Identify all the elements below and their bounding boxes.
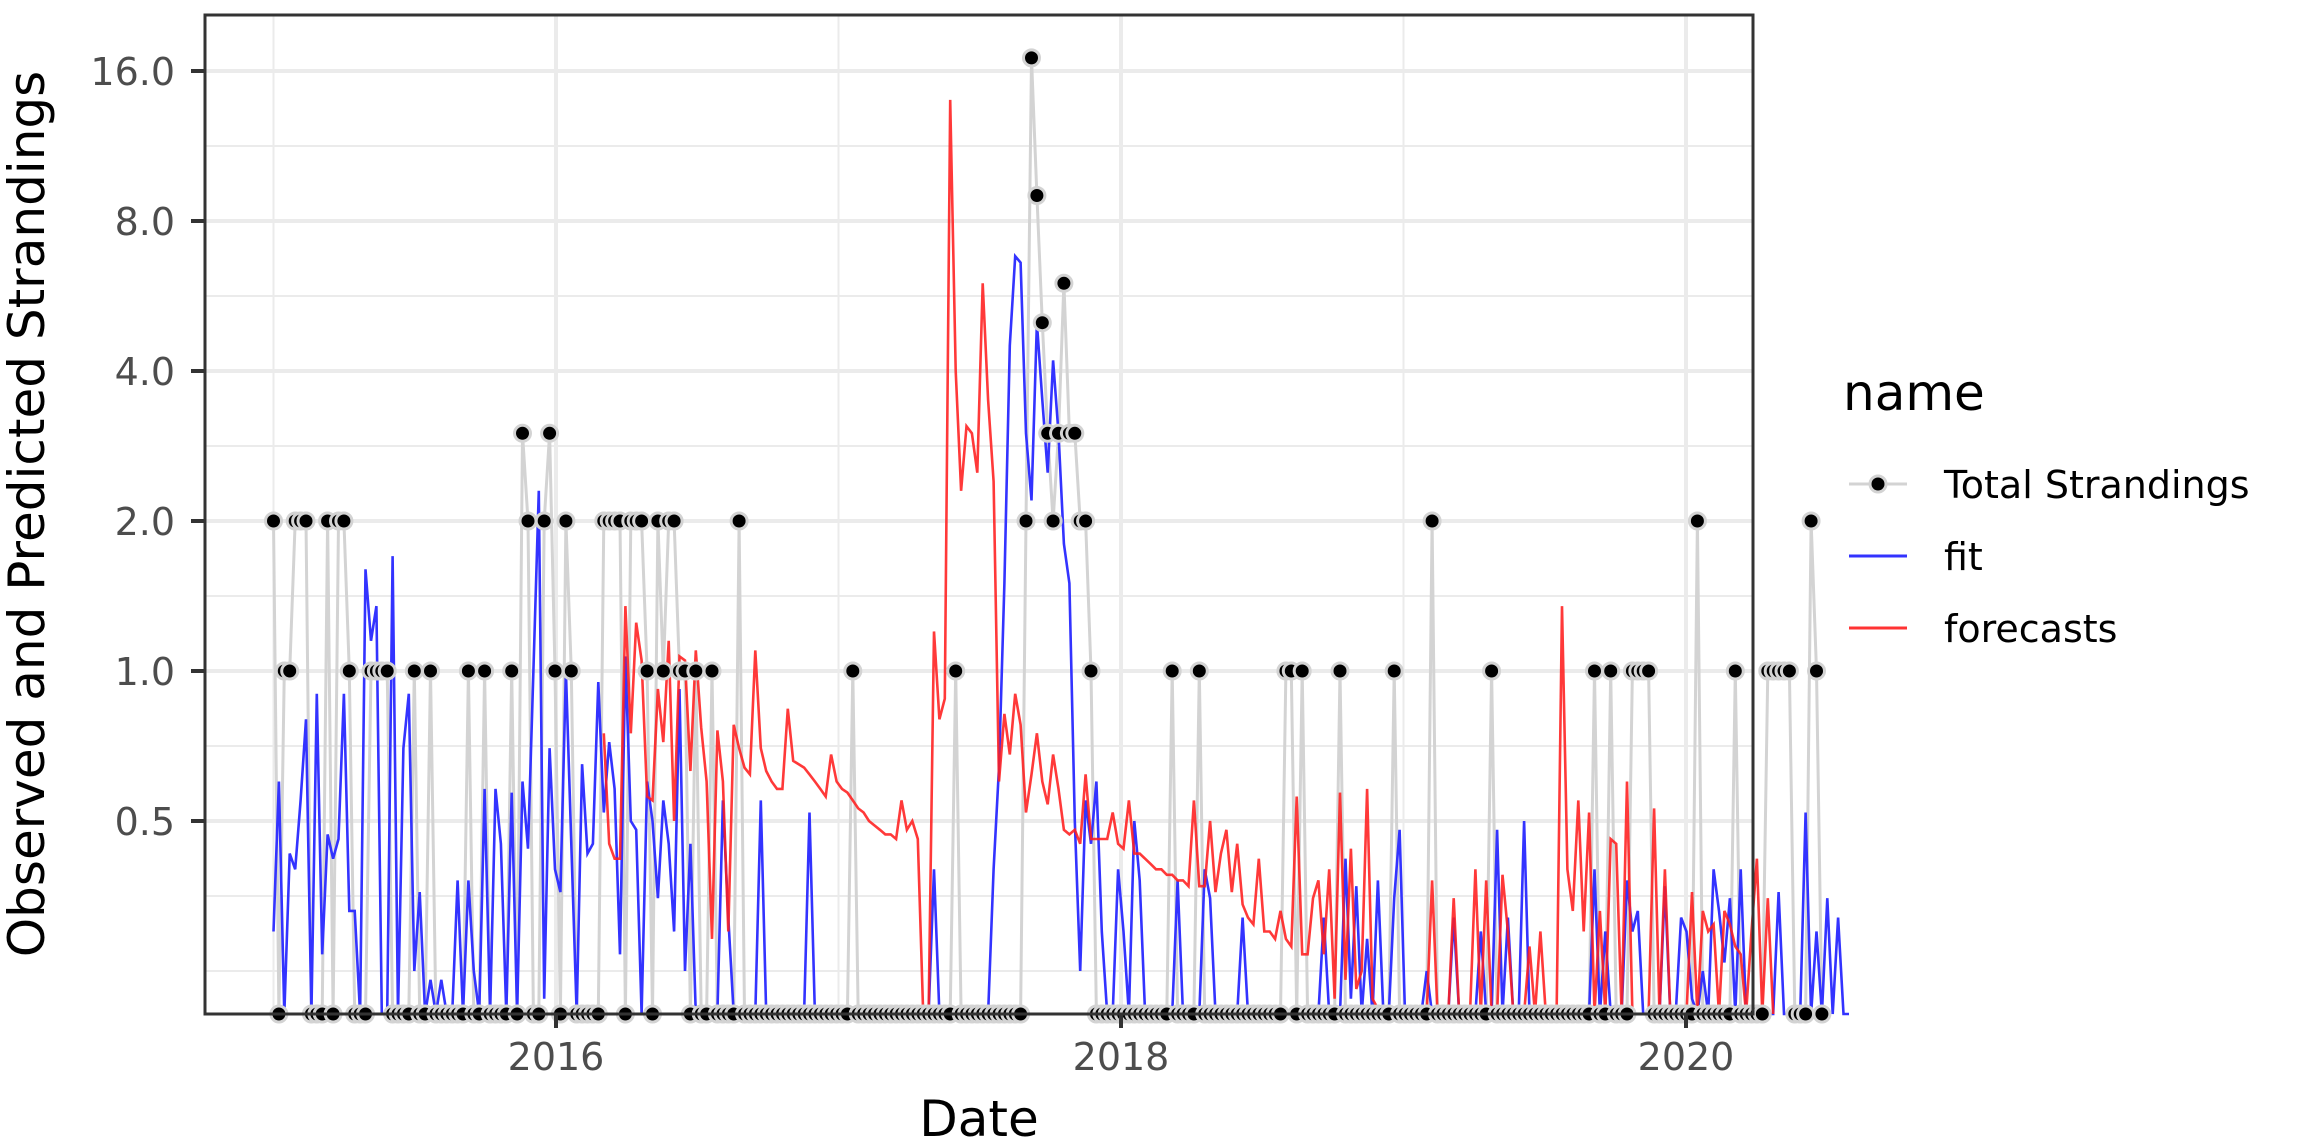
data-point [377, 661, 397, 681]
data-point [1162, 661, 1182, 681]
data-point [1752, 1004, 1772, 1024]
legend-item-forecasts: forecasts [1849, 607, 2117, 651]
y-axis: 0.5 1.0 2.0 4.0 8.0 16.0 [90, 50, 205, 844]
data-point [540, 423, 560, 443]
data-point [1801, 511, 1821, 531]
data-point [664, 511, 684, 531]
data-point [404, 661, 424, 681]
point-marker-icon [1868, 474, 1888, 494]
data-point [513, 423, 532, 443]
data-point [1330, 661, 1350, 681]
data-point [1022, 48, 1041, 68]
data-point [334, 511, 354, 531]
data-point [545, 661, 565, 681]
data-point [556, 511, 576, 531]
data-point [843, 661, 863, 681]
data-point [1639, 661, 1659, 681]
legend-item-fit: fit [1849, 535, 1983, 579]
data-point [1065, 423, 1085, 443]
legend: name Total Strandings fit forecasts [1843, 364, 2250, 651]
data-point [534, 511, 554, 531]
y-tick-label: 0.5 [115, 800, 175, 844]
data-point [1292, 661, 1312, 681]
y-tick-label: 16.0 [90, 50, 175, 94]
data-point [264, 511, 283, 531]
data-point [1076, 511, 1096, 531]
data-point [1054, 273, 1074, 293]
x-axis: 2016 2018 2020 [508, 1014, 1735, 1079]
data-point [729, 511, 749, 531]
legend-label-forecasts: forecasts [1944, 607, 2117, 651]
x-tick-label: 2016 [508, 1035, 605, 1079]
data-point [339, 661, 359, 681]
legend-title: name [1843, 364, 1985, 422]
data-point [1189, 661, 1209, 681]
y-axis-title: Observed and Predicted Strandings [0, 71, 56, 957]
data-point [1812, 1004, 1832, 1024]
data-point [1796, 1004, 1816, 1024]
data-point [280, 661, 300, 681]
y-tick-label: 4.0 [115, 350, 175, 394]
data-point [1043, 511, 1063, 531]
data-point [1687, 511, 1707, 531]
data-point [1422, 511, 1442, 531]
data-point [421, 661, 440, 681]
data-point [653, 661, 673, 681]
x-tick-label: 2020 [1638, 1035, 1735, 1079]
data-point [458, 661, 478, 681]
data-point [502, 661, 522, 681]
data-point [475, 661, 495, 681]
data-point [632, 511, 652, 531]
data-point [1032, 313, 1052, 333]
series-forecasts-line [602, 99, 1775, 1016]
data-point [686, 661, 706, 681]
data-point [1016, 511, 1036, 531]
data-point [1027, 186, 1047, 205]
data-point [1585, 661, 1604, 681]
data-point [637, 661, 657, 681]
y-tick-label: 1.0 [115, 650, 175, 694]
legend-label-fit: fit [1944, 535, 1983, 579]
x-tick-label: 2018 [1073, 1035, 1170, 1079]
data-point [702, 661, 722, 681]
panel-border [203, 13, 1755, 1016]
data-point [518, 511, 538, 531]
data-point [1482, 661, 1502, 681]
data-point [1779, 661, 1799, 681]
data-point [1725, 661, 1745, 681]
data-point [946, 661, 966, 681]
legend-item-total-strandings: Total Strandings [1849, 463, 2250, 507]
data-point [561, 661, 581, 681]
data-point [1384, 661, 1404, 681]
data-point [1807, 661, 1826, 681]
legend-label-total-strandings: Total Strandings [1943, 463, 2250, 507]
y-tick-label: 2.0 [115, 500, 175, 544]
x-axis-title: Date [919, 1090, 1039, 1144]
y-tick-label: 8.0 [115, 200, 175, 244]
data-point [1081, 661, 1101, 681]
data-point [1601, 661, 1621, 681]
data-point [296, 511, 316, 531]
